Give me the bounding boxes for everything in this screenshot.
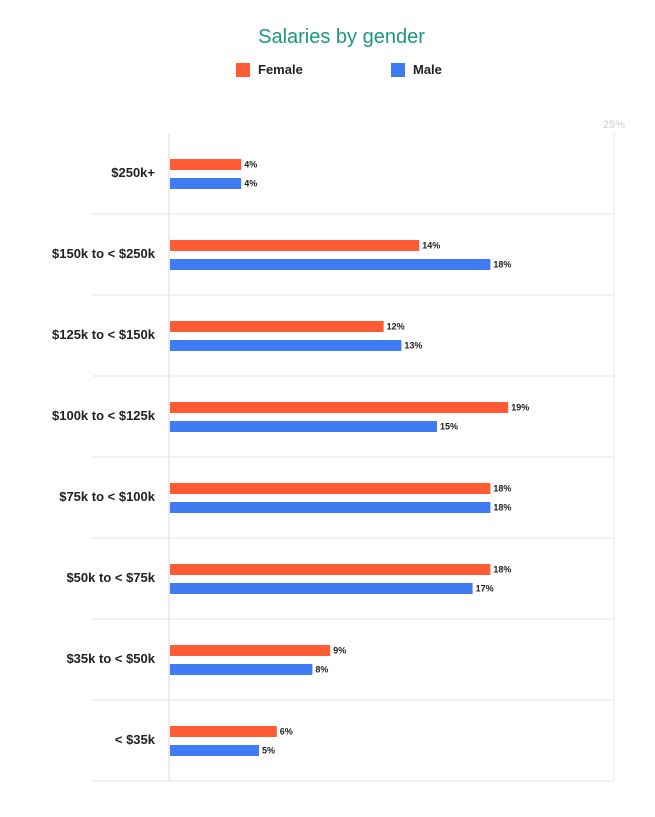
- data-label-female: 14%: [422, 241, 440, 251]
- bar-female: [170, 240, 420, 251]
- bar-male: [170, 502, 491, 513]
- category-label: $75k to < $100k: [59, 489, 156, 504]
- data-label-male: 18%: [493, 260, 511, 270]
- data-label-female: 18%: [493, 484, 511, 494]
- x-tick-label: 25%: [603, 119, 625, 131]
- bar-female: [170, 645, 331, 656]
- category-label: $35k to < $50k: [66, 651, 155, 666]
- data-label-male: 15%: [440, 422, 458, 432]
- data-label-female: 6%: [280, 727, 293, 737]
- bar-female: [170, 321, 384, 332]
- chart-title: Salaries by gender: [258, 26, 425, 48]
- category-label: $125k to < $150k: [52, 327, 156, 342]
- bar-male: [170, 583, 473, 594]
- legend-swatch-male: [391, 62, 405, 77]
- bar-female: [170, 726, 277, 737]
- data-label-male: 4%: [244, 179, 257, 189]
- category-label: $50k to < $75k: [66, 570, 155, 585]
- legend-item-female: Female: [236, 62, 303, 77]
- bar-male: [170, 421, 437, 432]
- legend-item-male: Male: [391, 62, 442, 77]
- data-label-male: 5%: [262, 746, 275, 756]
- bar-male: [170, 664, 313, 675]
- data-label-female: 19%: [511, 403, 529, 413]
- category-label: $250k+: [111, 165, 155, 180]
- bar-male: [170, 259, 491, 270]
- legend-label-female: Female: [258, 62, 303, 77]
- bar-female: [170, 483, 491, 494]
- bar-female: [170, 159, 242, 170]
- data-label-female: 4%: [244, 160, 257, 170]
- legend-swatch-female: [236, 62, 250, 77]
- category-label: $100k to < $125k: [52, 408, 156, 423]
- bar-male: [170, 178, 242, 189]
- data-label-female: 18%: [493, 565, 511, 575]
- data-label-male: 8%: [315, 665, 328, 675]
- bar-female: [170, 564, 491, 575]
- category-label: $150k to < $250k: [52, 246, 156, 261]
- bar-female: [170, 402, 509, 413]
- data-label-male: 17%: [476, 584, 494, 594]
- data-label-male: 18%: [493, 503, 511, 513]
- category-label: < $35k: [115, 732, 156, 747]
- data-label-female: 9%: [333, 646, 346, 656]
- legend-label-male: Male: [413, 62, 442, 77]
- bar-male: [170, 745, 259, 756]
- data-label-female: 12%: [387, 322, 405, 332]
- bar-male: [170, 340, 402, 351]
- data-label-male: 13%: [404, 341, 422, 351]
